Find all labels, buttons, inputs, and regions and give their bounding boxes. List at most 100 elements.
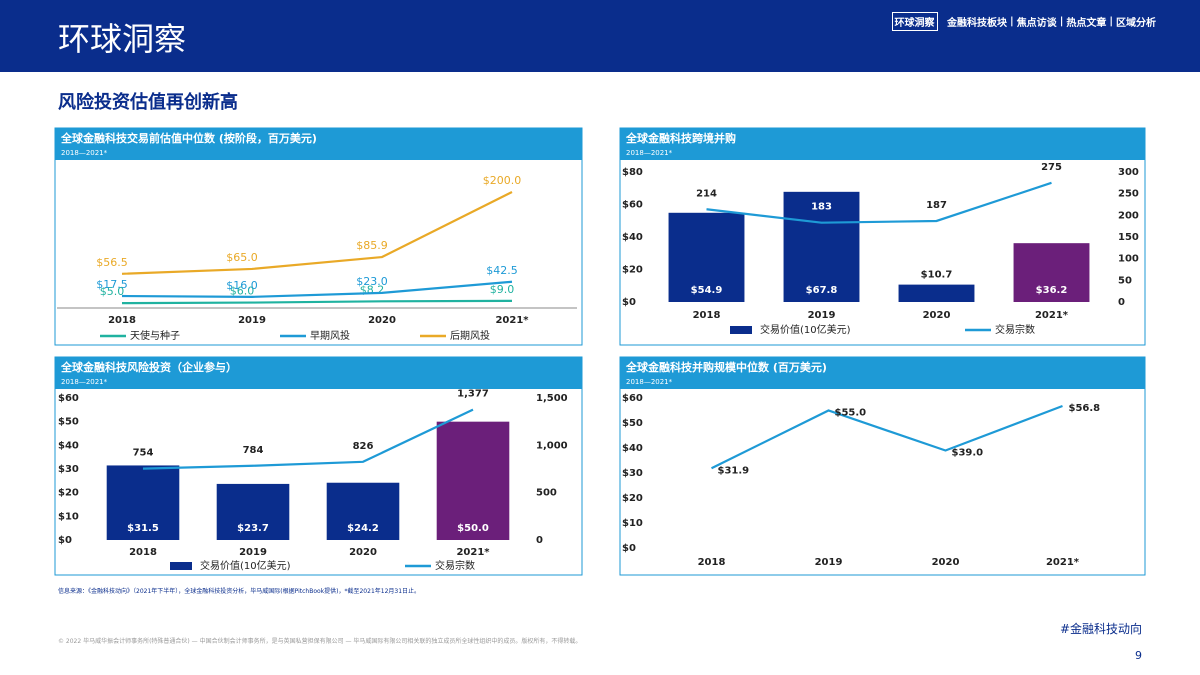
bar [898, 284, 975, 302]
x-tick-label: 2020 [368, 315, 396, 326]
x-tick-label: 2021* [1035, 310, 1069, 321]
bar [668, 212, 745, 302]
legend-label: 后期风投 [450, 329, 490, 342]
bar-value-label: $31.5 [127, 523, 159, 534]
line-value-label: $39.0 [952, 448, 984, 459]
y2-tick-label: 100 [1118, 254, 1139, 265]
bar-value-label: $36.2 [1036, 285, 1068, 296]
y-tick-label: $20 [58, 488, 79, 499]
header-bar: 环球洞察 环球洞察 金融科技板块 | 焦点访谈 | 热点文章 | 区域分析 [0, 0, 1200, 72]
y-tick-label: $50 [58, 417, 79, 428]
legend-label: 早期风投 [310, 329, 350, 342]
x-tick-label: 2020 [932, 557, 960, 568]
bar [326, 482, 400, 540]
page-number: 9 [1135, 649, 1142, 662]
x-tick-label: 2020 [923, 310, 951, 321]
panel [54, 127, 583, 346]
panel-header [55, 128, 582, 160]
x-tick-label: 2019 [239, 547, 267, 558]
legend-swatch [730, 326, 752, 334]
line-value-label: $5.0 [100, 285, 125, 298]
x-tick-label: 2018 [698, 557, 726, 568]
legend-label: 交易宗数 [995, 323, 1035, 336]
line-value-label: $56.5 [96, 256, 128, 269]
line-value-label: 754 [133, 448, 154, 459]
line [142, 408, 474, 470]
y2-tick-label: 0 [536, 535, 543, 546]
line-value-label: $9.0 [490, 283, 515, 296]
legend-swatch [170, 562, 192, 570]
y-tick-label: $40 [58, 440, 79, 451]
line-value-label: $56.8 [1069, 403, 1101, 414]
line-value-label: $23.0 [356, 275, 388, 288]
bar [436, 421, 510, 540]
bar [1013, 243, 1090, 302]
y-tick-label: $60 [622, 393, 643, 404]
panel-header [620, 357, 1145, 389]
nav-item[interactable]: 金融科技板块 [947, 18, 1008, 29]
bar-value-label: $23.7 [237, 523, 269, 534]
line-value-label: $85.9 [356, 239, 388, 252]
y-tick-label: $30 [622, 468, 643, 479]
line-value-label: 1,377 [457, 389, 489, 400]
y-tick-label: $10 [58, 511, 79, 522]
y-tick-label: $80 [622, 167, 643, 178]
separator: | [1109, 16, 1113, 27]
y2-tick-label: 200 [1118, 210, 1139, 221]
y-tick-label: $40 [622, 232, 643, 243]
bar-value-label: $67.8 [806, 285, 838, 296]
legend-label: 交易价值(10亿美元) [200, 559, 291, 572]
chart-title: 全球金融科技风险投资（企业参与） [60, 360, 237, 374]
x-tick-label: 2019 [815, 557, 843, 568]
panel-header [55, 357, 582, 389]
line [121, 191, 513, 275]
line-value-label: $16.0 [226, 279, 258, 292]
legend-label: 交易宗数 [435, 559, 475, 572]
bar-value-label: $10.7 [921, 270, 953, 281]
y-tick-label: $10 [622, 518, 643, 529]
chart-subtitle: 2018—2021* [626, 378, 673, 386]
line-value-label: $6.0 [230, 285, 255, 298]
nav-item[interactable]: 焦点访谈 [1016, 18, 1057, 29]
legend-label: 天使与种子 [130, 329, 180, 342]
nav-item[interactable]: 热点文章 [1066, 18, 1107, 29]
nav-item[interactable]: 环球洞察 [891, 12, 938, 31]
y2-tick-label: 0 [1118, 297, 1125, 308]
line-value-label: $65.0 [226, 251, 258, 264]
y2-tick-label: 1,000 [536, 440, 568, 451]
y2-tick-label: 1,500 [536, 393, 568, 404]
chart-title: 全球金融科技跨境并购 [625, 131, 736, 145]
line-value-label: 183 [811, 202, 832, 213]
y-tick-label: $0 [622, 543, 636, 554]
x-tick-label: 2019 [808, 310, 836, 321]
y-tick-label: $30 [58, 464, 79, 475]
y-tick-label: $20 [622, 265, 643, 276]
y2-tick-label: 150 [1118, 232, 1139, 243]
line-value-label: 187 [926, 200, 947, 211]
x-tick-label: 2021* [495, 315, 529, 326]
y2-tick-label: 300 [1118, 167, 1139, 178]
panel [619, 356, 1146, 576]
line-value-label: $55.0 [835, 408, 867, 419]
bar [216, 483, 290, 540]
copyright: © 2022 毕马威华振会计师事务所(特殊普通合伙) — 中国合伙制会计师事务所… [58, 638, 582, 645]
line-value-label: 275 [1041, 162, 1062, 173]
y2-tick-label: 50 [1118, 275, 1132, 286]
line-value-label: 214 [696, 188, 717, 199]
separator: | [1059, 16, 1064, 27]
bar-value-label: $24.2 [347, 523, 379, 534]
line [121, 280, 513, 298]
line-value-label: 826 [353, 441, 374, 452]
line [706, 181, 1052, 224]
y-tick-label: $0 [58, 535, 72, 546]
nav-item[interactable]: 区域分析 [1116, 18, 1156, 29]
chart-title: 全球金融科技并购规模中位数 (百万美元) [625, 360, 827, 374]
chart-subtitle: 2018—2021* [61, 149, 108, 157]
y2-tick-label: 250 [1118, 189, 1139, 200]
y-tick-label: $0 [622, 297, 636, 308]
chart-title: 全球金融科技交易前估值中位数 (按阶段，百万美元) [60, 131, 317, 145]
line [711, 404, 1063, 470]
x-tick-label: 2020 [349, 547, 377, 558]
